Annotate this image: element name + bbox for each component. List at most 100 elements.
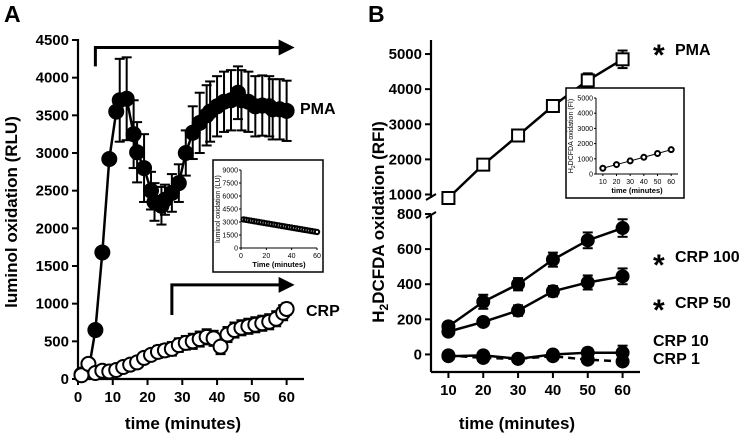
crp-1-point [580, 352, 595, 367]
pma-point [170, 175, 187, 192]
y-tick-label: 800 [397, 206, 422, 223]
series-label-crp-10: CRP 10 [653, 333, 709, 350]
inset-a-y-tick-label: 6000 [222, 194, 238, 201]
y-tick-label: 600 [397, 241, 422, 258]
inset-b-y-tick-label: 5000 [577, 96, 593, 103]
chart-b-xlabel: time (minutes) [459, 414, 575, 433]
inset-a-x-tick-label: 20 [262, 253, 270, 260]
series-label-crp: CRP [306, 303, 340, 320]
pma-arrow-line [93, 46, 281, 67]
inset-b-y-tick-label: 1000 [577, 156, 593, 163]
crp-1-point [511, 351, 526, 366]
chart-a-xlabel: time (minutes) [125, 414, 241, 433]
pma-point [476, 157, 491, 172]
x-tick-label: 20 [475, 382, 492, 399]
inset-b-x-tick-label: 30 [626, 179, 634, 186]
y-tick-label: 3500 [36, 107, 69, 124]
inset-b-x-tick-label: 60 [667, 179, 675, 186]
x-tick-label: 40 [545, 382, 562, 399]
inset-b-y-tick-label: 0 [589, 172, 593, 179]
x-tick-label: 60 [614, 382, 631, 399]
chart-b-ylabel-rest: DCFDA oxidation (RFI) [369, 121, 388, 304]
pma-point [129, 144, 146, 161]
y-tick-label: 200 [397, 311, 422, 328]
x-tick-label: 10 [104, 389, 121, 406]
y-tick-label: 400 [397, 276, 422, 293]
y-tick-label: 3000 [389, 116, 422, 133]
chart-a-ylabel: luminol oxidation (RLU) [2, 116, 21, 308]
inset-b-x-tick-label: 10 [599, 179, 607, 186]
y-tick-label: 500 [44, 333, 69, 350]
series-label-crp-100: CRP 100 [675, 249, 740, 266]
inset-b-y-tick-label: 3000 [577, 126, 593, 133]
inset-b-ylabel-sub: 2 [571, 165, 577, 168]
x-tick-label: 40 [209, 389, 226, 406]
inset-a-ylabel: luminol oxidation (LU) [215, 175, 222, 243]
crp-100-point [476, 294, 491, 309]
pma-point [545, 99, 560, 114]
y-tick-label: 2500 [36, 183, 69, 200]
crp-arrow-line [170, 283, 281, 315]
chart-b-ylabel: H2DCFDA oxidation (RFI) [369, 121, 391, 323]
crp-1-point [545, 349, 560, 364]
crp-100-series-line [447, 226, 623, 328]
inset-b-x-tick-label: 40 [640, 179, 648, 186]
crp-1-point [615, 354, 630, 369]
x-tick-label: 0 [74, 389, 82, 406]
series-label-pma: PMA [300, 101, 336, 118]
inset-a-y-tick-label: 3000 [222, 220, 238, 227]
inset-b-y-tick-label: 2000 [577, 141, 593, 148]
inset-b-point [640, 153, 648, 161]
pma-point [87, 322, 104, 339]
pma-point [441, 191, 456, 205]
crp-100-point [511, 277, 526, 292]
crp-50-point [511, 303, 526, 318]
y-tick-label: 2000 [36, 220, 69, 237]
pma-arrow-head [278, 39, 295, 56]
inset-b-ylabel-h: H [568, 168, 575, 173]
inset-b-point [667, 146, 675, 154]
inset-b-frame [565, 87, 685, 199]
x-tick-label: 60 [278, 389, 295, 406]
inset-a-frame [212, 159, 324, 273]
pma-point [177, 145, 194, 161]
y-tick-label: 0 [414, 346, 422, 363]
pma-point [136, 160, 153, 177]
y-tick-label: 4000 [389, 81, 422, 98]
pma-point [125, 126, 142, 143]
pma-point [511, 128, 526, 143]
y-tick-label: 5000 [389, 46, 422, 63]
significance-asterisk-crp-50: * [653, 294, 665, 327]
inset-a-x-tick-label: 0 [239, 253, 243, 260]
inset-b-point [613, 161, 620, 169]
crp-50-point [545, 284, 560, 299]
inset-a-y-tick-label: 4500 [222, 207, 238, 214]
y-tick-label: 2000 [389, 151, 422, 168]
pma-point [278, 102, 295, 119]
inset-b-point [599, 164, 607, 172]
pma-point [580, 73, 595, 88]
inset-b-point [654, 149, 661, 157]
pma-point [615, 52, 630, 67]
x-tick-label: 10 [440, 382, 457, 399]
chart-b-ylabel-sub: 2 [377, 303, 391, 310]
axis-break-mark [425, 193, 437, 201]
inset-a-y-tick-label: 7500 [222, 181, 238, 188]
y-tick-label: 4500 [36, 32, 69, 49]
crp-100-point [580, 233, 595, 248]
inset-b-ylabel: H2DCFDA oxidation (FI) [568, 99, 577, 173]
crp-point [278, 300, 295, 317]
pma-point [118, 90, 135, 107]
crp-50-point [580, 275, 595, 290]
y-tick-label: 1000 [36, 296, 69, 313]
crp-point [212, 338, 229, 355]
x-tick-label: 30 [510, 382, 527, 399]
inset-a-x-tick-label: 60 [313, 253, 321, 260]
crp-arrow-head [278, 276, 295, 293]
x-tick-label: 50 [244, 389, 261, 406]
y-tick-label: 1000 [389, 186, 422, 203]
crp-1-point [476, 350, 491, 365]
inset-b-xlabel: time (minutes) [611, 186, 663, 195]
